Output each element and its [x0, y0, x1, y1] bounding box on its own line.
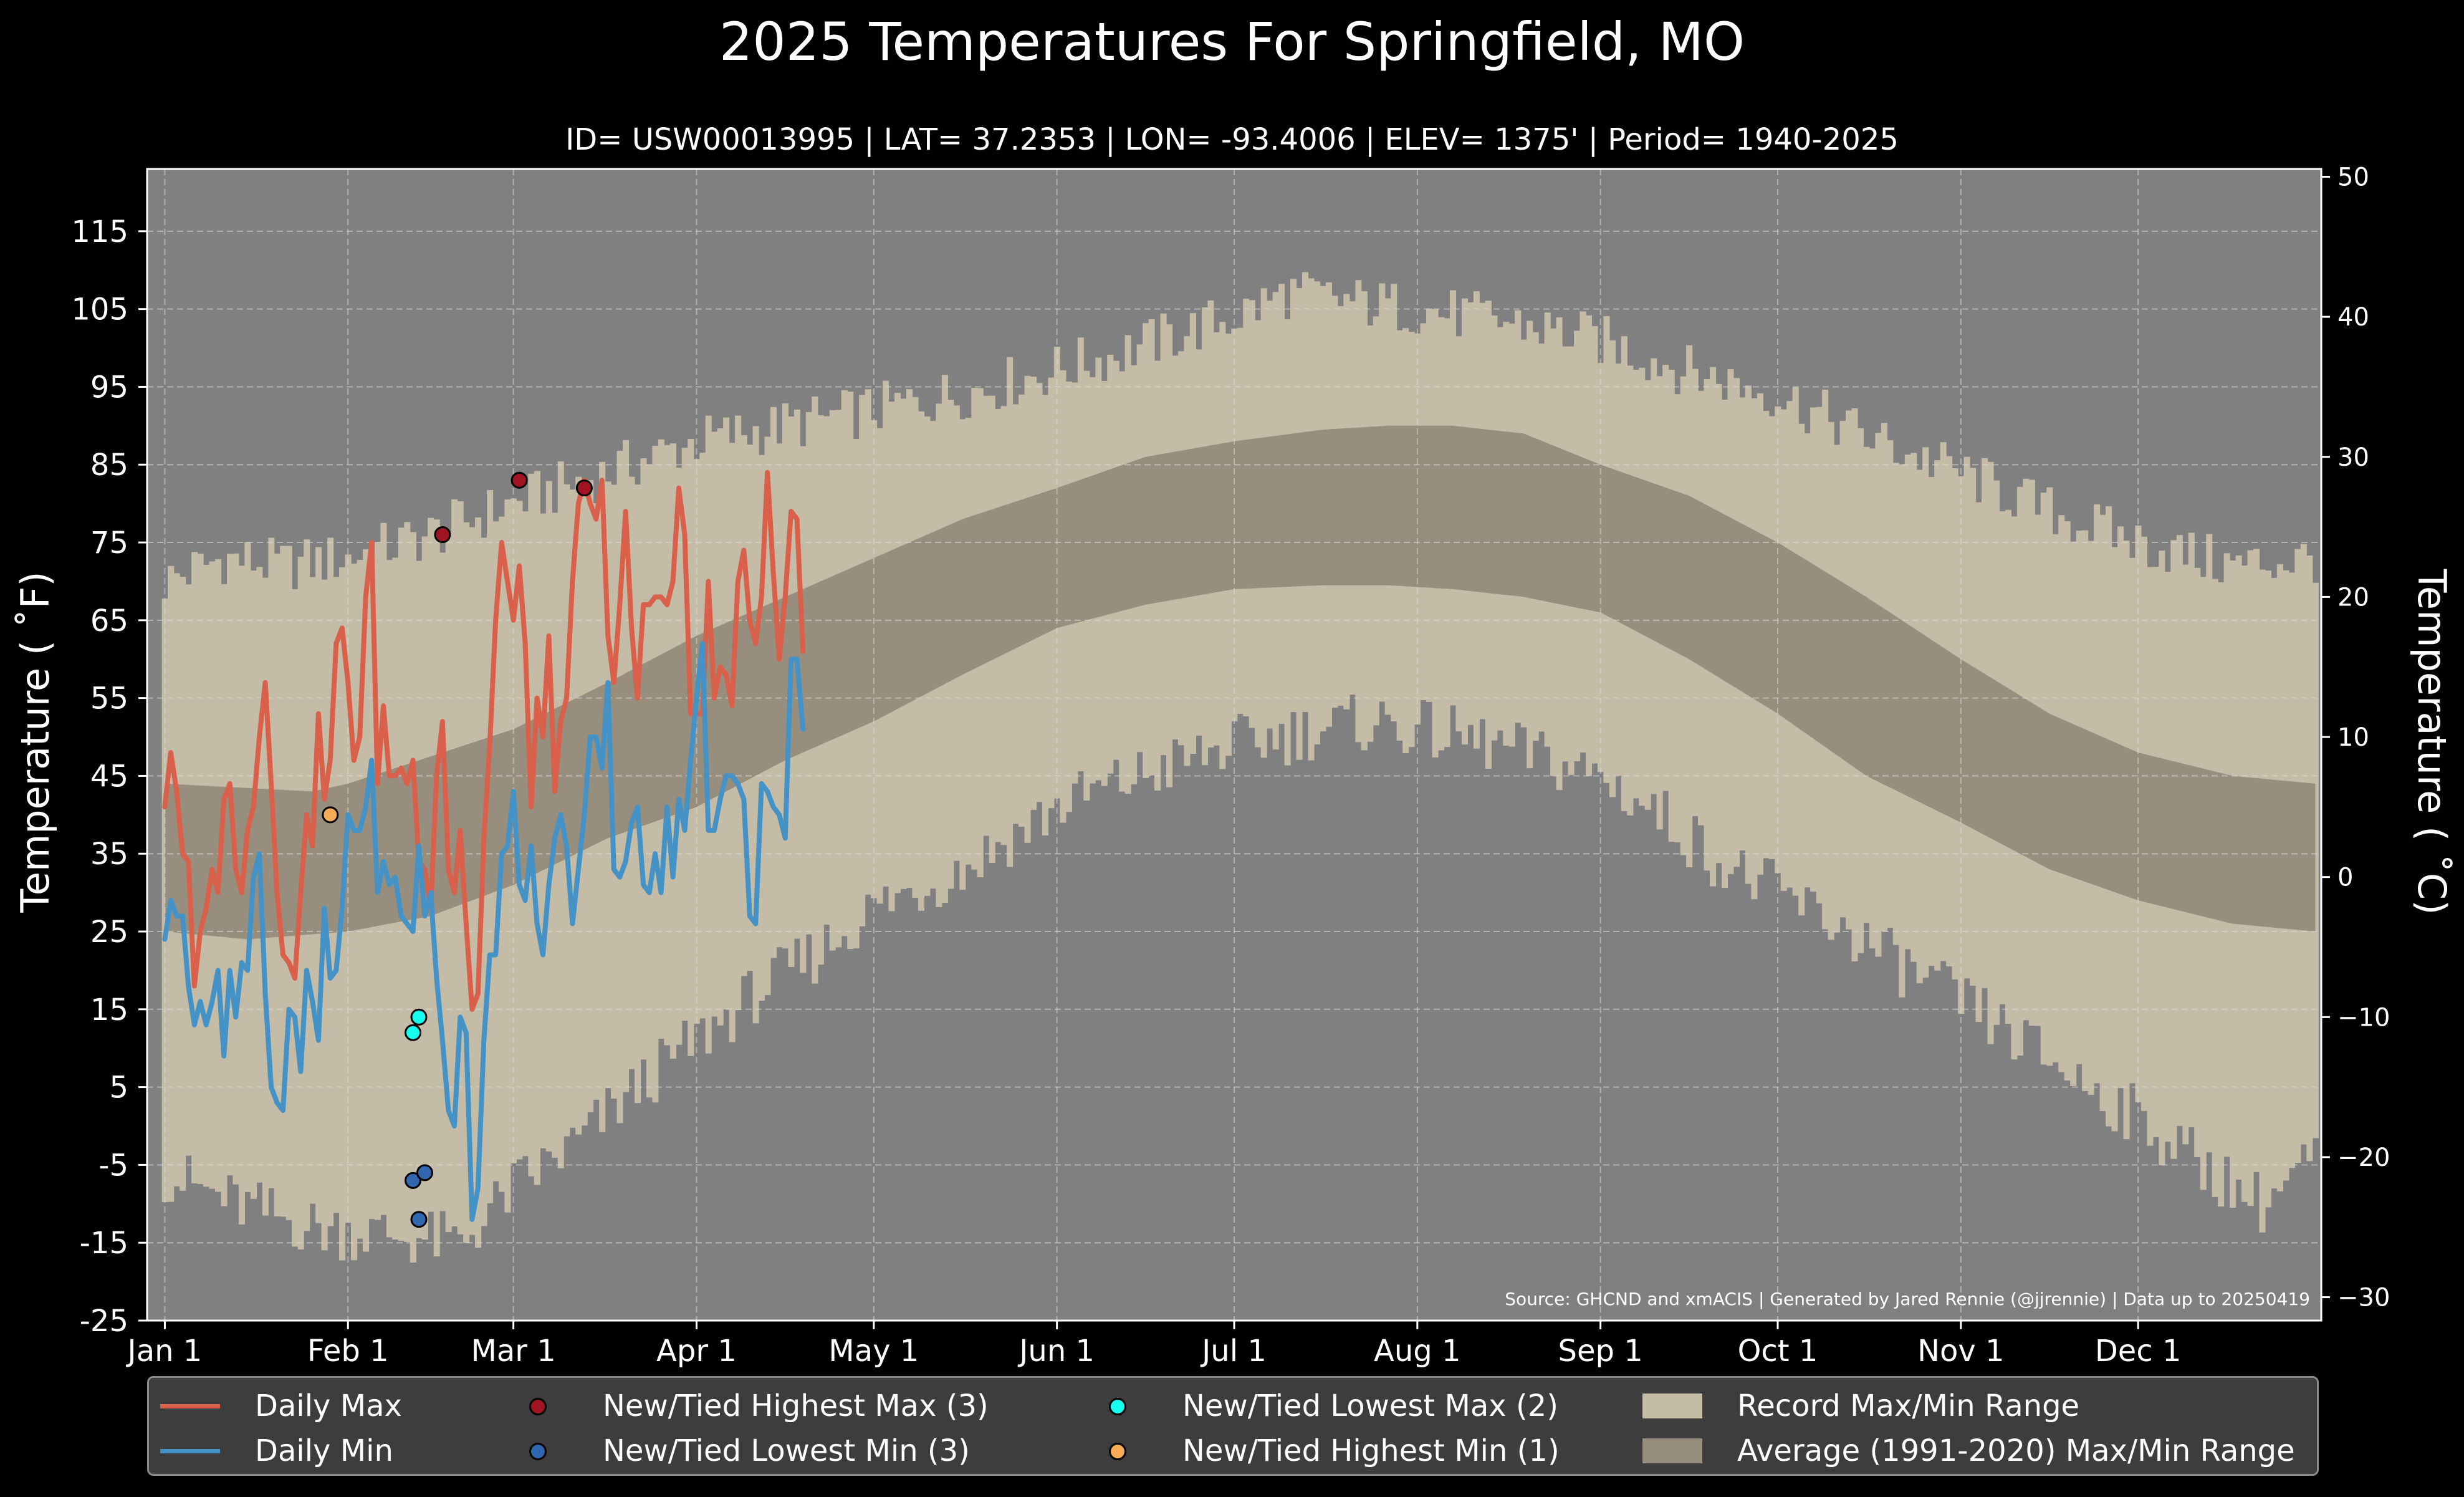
y-tick-label-right: 30: [2337, 443, 2369, 472]
chart-title: 2025 Temperatures For Springfield, MO: [719, 11, 1745, 72]
y-tick-label-left: 55: [90, 681, 128, 716]
legend-item-daily-min: Daily Min: [156, 1429, 393, 1473]
legend-label: New/Tied Highest Min (1): [1182, 1433, 1560, 1468]
legend-item-new-tied-highest-max: New/Tied Highest Max (3): [504, 1384, 989, 1428]
legend-item-new-tied-lowest-max: New/Tied Lowest Max (2): [1084, 1384, 1558, 1428]
y-tick-label-left: 25: [90, 915, 128, 950]
y-tick-label-left: 75: [90, 526, 128, 561]
x-tick-label: Sep 1: [1558, 1334, 1643, 1369]
y-tick-label-left: -15: [80, 1226, 128, 1261]
x-tick-label: Aug 1: [1374, 1334, 1461, 1369]
y-tick-label-right: 0: [2337, 864, 2353, 892]
chart-subtitle: ID= USW00013995 | LAT= 37.2353 | LON= -9…: [565, 122, 1899, 157]
y-tick-label-right: 10: [2337, 723, 2369, 752]
y-axis-label-right: Temperature ( ˚C): [2409, 569, 2455, 915]
legend-swatch-new-tied-highest-min: [1084, 1429, 1153, 1473]
x-tick-label: Feb 1: [307, 1334, 389, 1369]
y-tick-label-left: 45: [90, 759, 128, 794]
legend-swatch-new-tied-lowest-max: [1084, 1384, 1153, 1428]
legend-label: Daily Max: [255, 1389, 402, 1423]
legend-label: New/Tied Highest Max (3): [603, 1389, 989, 1423]
legend-swatch-average-1991-2020-max-min-range: [1639, 1429, 1707, 1473]
x-tick-label: May 1: [828, 1334, 919, 1369]
legend-swatch-record-max-min-range: [1639, 1384, 1707, 1428]
y-tick-label-left: 5: [109, 1071, 128, 1105]
y-tick-label-right: 50: [2337, 163, 2369, 191]
y-tick-label-left: 105: [71, 292, 128, 327]
new-tied-highest-max-marker: [575, 479, 593, 497]
x-tick-label: Dec 1: [2095, 1334, 2182, 1369]
y-tick-label-left: -25: [80, 1304, 128, 1339]
legend-label: Record Max/Min Range: [1737, 1389, 2080, 1423]
y-tick-label-left: 65: [90, 604, 128, 638]
y-tick-label-left: 15: [90, 993, 128, 1028]
new-tied-lowest-min-marker: [410, 1211, 428, 1228]
legend-label: New/Tied Lowest Min (3): [603, 1433, 970, 1468]
y-tick-label-left: 95: [90, 370, 128, 405]
new-tied-lowest-min-marker: [405, 1172, 422, 1189]
y-tick-label-right: −20: [2337, 1143, 2390, 1172]
x-tick-label: Apr 1: [656, 1334, 737, 1369]
y-tick-label-left: -5: [98, 1148, 128, 1183]
legend-swatch-new-tied-highest-max: [504, 1384, 573, 1428]
y-tick-label-left: 35: [90, 837, 128, 872]
x-tick-label: Jun 1: [1017, 1334, 1095, 1369]
y-tick-label-left: 85: [90, 448, 128, 483]
x-tick-label: Oct 1: [1738, 1334, 1818, 1369]
legend-swatch-daily-min: [156, 1429, 225, 1473]
y-axis-label-left: Temperature ( ˚F): [12, 571, 58, 913]
y-tick-label-left: 115: [71, 214, 128, 249]
legend-item-average-1991-2020-max-min-range: Average (1991-2020) Max/Min Range: [1639, 1429, 2295, 1473]
x-tick-label: Nov 1: [1917, 1334, 2004, 1369]
legend-item-new-tied-lowest-min: New/Tied Lowest Min (3): [504, 1429, 970, 1473]
legend-item-daily-max: Daily Max: [156, 1384, 402, 1428]
x-tick-label: Mar 1: [471, 1334, 555, 1369]
legend-item-record-max-min-range: Record Max/Min Range: [1639, 1384, 2079, 1428]
new-tied-lowest-max-marker: [405, 1024, 422, 1041]
legend-label: New/Tied Lowest Max (2): [1182, 1389, 1558, 1423]
new-tied-highest-max-marker: [434, 526, 451, 544]
y-tick-label-right: −30: [2337, 1284, 2390, 1312]
y-tick-label-right: −10: [2337, 1003, 2390, 1032]
y-tick-label-right: 20: [2337, 583, 2369, 612]
daily-min-line: [162, 641, 806, 1222]
legend-label: Average (1991-2020) Max/Min Range: [1737, 1433, 2295, 1468]
new-tied-lowest-max-marker: [410, 1008, 428, 1026]
record-range-bar: [2312, 582, 2319, 1138]
legend-item-new-tied-highest-min: New/Tied Highest Min (1): [1084, 1429, 1560, 1473]
legend-swatch-daily-max: [156, 1384, 225, 1428]
new-tied-highest-min-marker: [322, 806, 339, 824]
new-tied-lowest-min-marker: [416, 1164, 433, 1182]
x-tick-label: Jan 1: [126, 1334, 203, 1369]
source-note: Source: GHCND and xmACIS | Generated by …: [1505, 1289, 2310, 1309]
new-tied-highest-max-marker: [511, 471, 528, 489]
legend-swatch-new-tied-lowest-min: [504, 1429, 573, 1473]
legend: Daily Max Daily Min New/Tied Highest Max (…: [147, 1376, 2319, 1476]
legend-label: Daily Min: [255, 1433, 393, 1468]
y-tick-label-right: 40: [2337, 303, 2369, 332]
x-tick-label: Jul 1: [1200, 1334, 1267, 1369]
